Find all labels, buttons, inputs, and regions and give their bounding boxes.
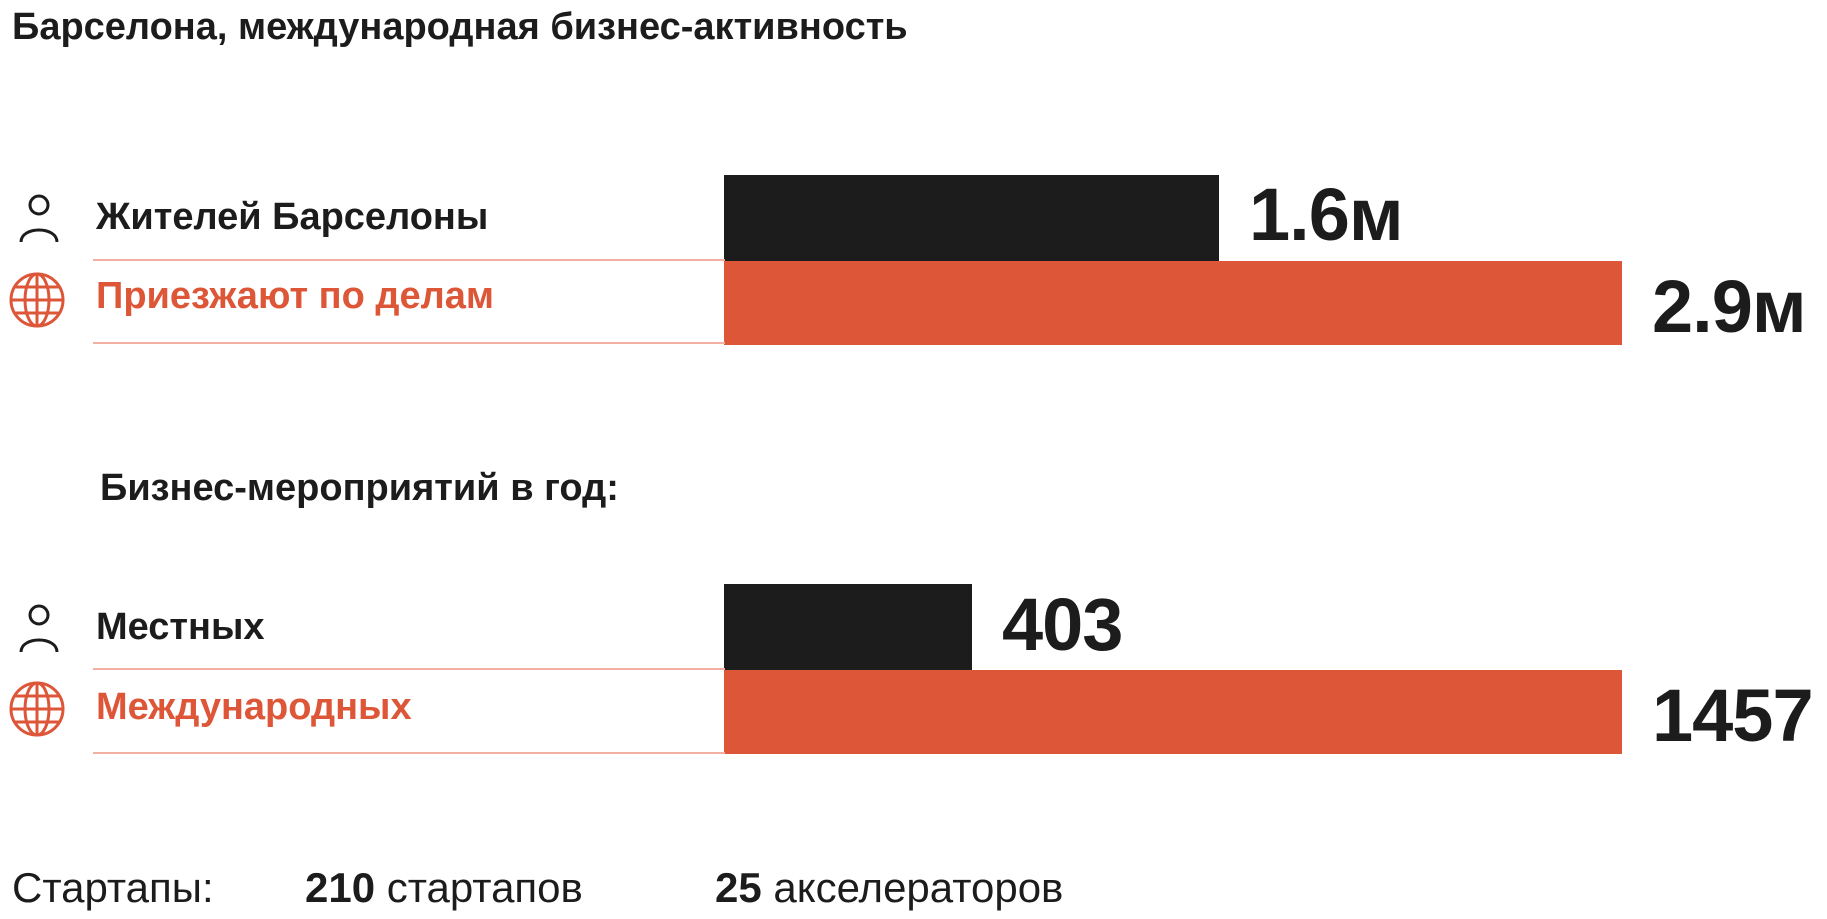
startups-text: стартапов xyxy=(386,864,583,911)
row-label-residents: Жителей Барселоны xyxy=(96,196,489,238)
person-icon xyxy=(19,194,59,243)
value-international-events: 1457 xyxy=(1652,674,1814,757)
bar-residents xyxy=(724,175,1219,261)
globe-icon xyxy=(9,681,65,737)
bar-international-events xyxy=(724,670,1622,754)
footer-label: Стартапы: xyxy=(12,864,214,911)
row-label-business-visitors: Приезжают по делам xyxy=(96,275,494,317)
value-local-events: 403 xyxy=(1002,583,1123,666)
section-label-events: Бизнес-мероприятий в год: xyxy=(100,467,619,509)
row-label-local-events: Местных xyxy=(96,606,265,648)
divider-line xyxy=(93,342,725,344)
startups-count: 210 xyxy=(305,864,376,911)
bar-local-events xyxy=(724,584,972,670)
row-label-international-events: Международных xyxy=(96,686,412,728)
divider-line xyxy=(93,752,725,754)
divider-line xyxy=(93,259,725,261)
accelerators-text: акселераторов xyxy=(773,864,1064,911)
chart-title: Барселона, международная бизнес-активнос… xyxy=(12,6,908,48)
accelerators-count: 25 xyxy=(715,864,762,911)
globe-icon xyxy=(9,272,65,328)
divider-line xyxy=(93,668,725,670)
footer-startups: 210 стартапов xyxy=(305,864,583,912)
footer-accelerators: 25 акселераторов xyxy=(715,864,1063,912)
person-icon xyxy=(19,604,59,653)
value-business-visitors: 2.9м xyxy=(1652,265,1807,348)
bar-business-visitors xyxy=(724,261,1622,345)
value-residents: 1.6м xyxy=(1249,173,1404,256)
